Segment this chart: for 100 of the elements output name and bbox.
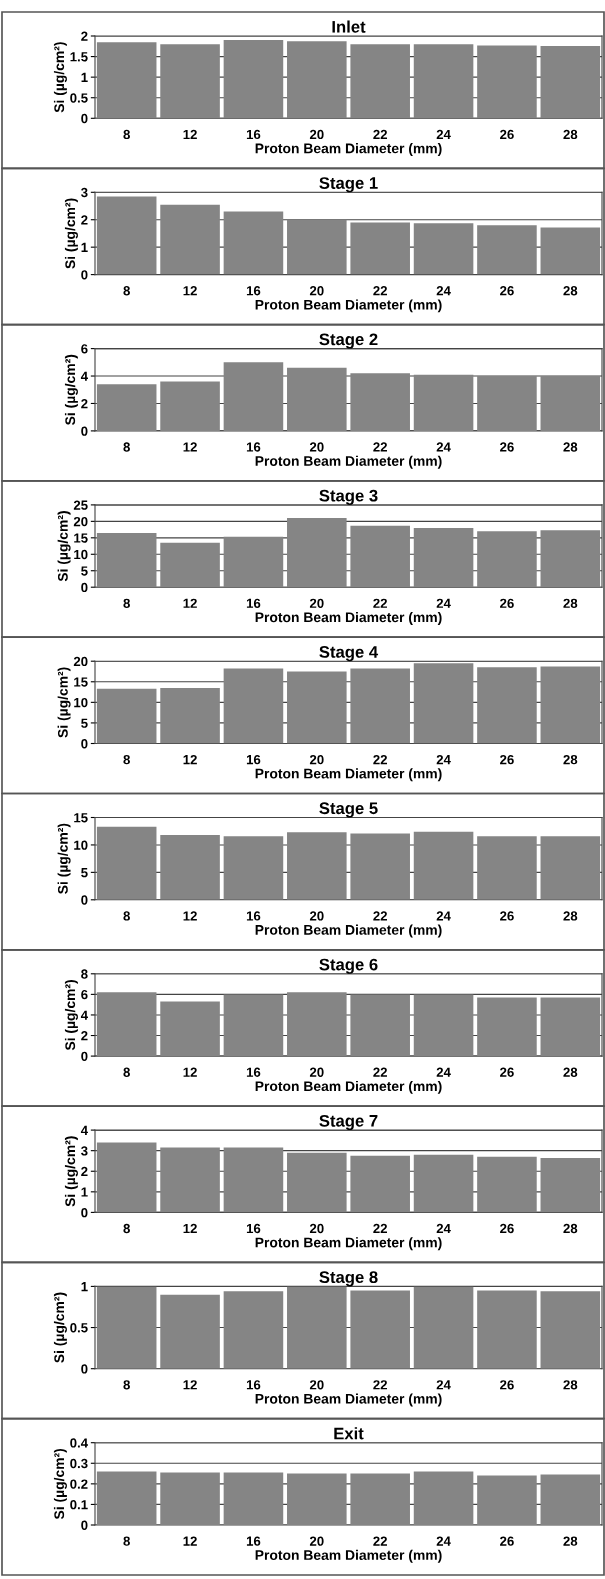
y-axis-title: Si (µg/cm²) bbox=[53, 1448, 67, 1520]
y-tick-label: 0.4 bbox=[70, 1438, 88, 1448]
bar bbox=[160, 687, 220, 744]
bar bbox=[160, 1001, 220, 1057]
bar bbox=[540, 376, 601, 431]
x-axis-title: Proton Beam Diameter (mm) bbox=[255, 1080, 442, 1094]
x-tick-label: 12 bbox=[183, 286, 197, 296]
x-tick-label: 22 bbox=[373, 1536, 387, 1546]
chart-title: Stage 1 bbox=[319, 177, 378, 193]
bar bbox=[96, 992, 157, 1057]
y-tick-label: 5 bbox=[81, 566, 88, 576]
x-tick-label: 12 bbox=[183, 1380, 197, 1390]
bar bbox=[160, 542, 220, 588]
bar bbox=[223, 668, 284, 744]
x-tick-label: 12 bbox=[183, 911, 197, 921]
x-tick-label: 26 bbox=[500, 1223, 514, 1234]
x-tick-label: 20 bbox=[309, 1380, 324, 1390]
bar bbox=[413, 374, 474, 431]
x-tick-label: 16 bbox=[246, 754, 261, 765]
x-tick-label: 20 bbox=[309, 598, 324, 608]
x-tick-label: 26 bbox=[500, 1067, 514, 1077]
bar bbox=[160, 1294, 220, 1369]
x-tick-label: 22 bbox=[373, 129, 387, 139]
x-tick-label: 20 bbox=[309, 754, 324, 765]
x-tick-label: 20 bbox=[309, 911, 324, 921]
bar bbox=[223, 536, 284, 588]
y-tick-label: 4 bbox=[80, 371, 88, 381]
bar bbox=[287, 518, 347, 588]
x-tick-label: 24 bbox=[436, 754, 451, 765]
y-tick-label: 5 bbox=[81, 868, 88, 878]
bar bbox=[96, 196, 157, 275]
y-tick-label: 1.5 bbox=[70, 52, 88, 62]
bar bbox=[160, 1147, 220, 1213]
y-tick-label: 3 bbox=[81, 1146, 88, 1156]
x-tick-label: 16 bbox=[246, 286, 261, 296]
bar bbox=[477, 1156, 537, 1213]
y-tick-label: 2 bbox=[81, 1166, 88, 1177]
x-tick-label: 28 bbox=[563, 129, 578, 140]
y-axis-title: Si (µg/cm²) bbox=[53, 42, 67, 113]
x-tick-label: 28 bbox=[563, 286, 578, 296]
x-tick-label: 24 bbox=[436, 598, 451, 608]
y-tick-label: 0 bbox=[81, 113, 88, 124]
bar bbox=[223, 362, 284, 431]
y-tick-label: 0 bbox=[81, 1207, 88, 1218]
x-tick-label: 22 bbox=[373, 442, 387, 452]
bar bbox=[223, 1291, 284, 1369]
chart-title: Exit bbox=[334, 1427, 364, 1440]
x-tick-label: 28 bbox=[563, 598, 578, 608]
y-tick-label: 0 bbox=[81, 270, 88, 280]
x-tick-label: 24 bbox=[436, 129, 451, 139]
bar bbox=[287, 219, 347, 275]
y-tick-label: 6 bbox=[81, 344, 88, 354]
y-tick-label: 0.2 bbox=[70, 1479, 88, 1489]
bar bbox=[350, 373, 410, 431]
x-tick-label: 26 bbox=[500, 911, 514, 921]
bar bbox=[477, 531, 537, 588]
x-tick-label: 26 bbox=[500, 442, 514, 452]
x-tick-label: 16 bbox=[246, 129, 261, 140]
x-tick-label: 28 bbox=[563, 442, 578, 452]
y-tick-label: 1 bbox=[81, 72, 88, 82]
x-tick-label: 22 bbox=[373, 1067, 387, 1077]
x-tick-label: 8 bbox=[123, 598, 130, 608]
y-tick-label: 0 bbox=[81, 582, 88, 593]
x-axis-title: Proton Beam Diameter (mm) bbox=[255, 924, 442, 938]
y-axis-title: Si (µg/cm²) bbox=[64, 354, 78, 425]
y-tick-label: 1 bbox=[81, 1187, 88, 1197]
bar bbox=[223, 994, 284, 1057]
x-tick-label: 12 bbox=[183, 598, 197, 608]
y-tick-label: 0.1 bbox=[70, 1499, 88, 1510]
x-axis-title: Proton Beam Diameter (mm) bbox=[255, 1549, 442, 1563]
x-tick-label: 20 bbox=[309, 442, 324, 452]
x-tick-label: 22 bbox=[373, 1380, 387, 1390]
y-axis-title: Si (µg/cm²) bbox=[64, 198, 78, 269]
chart-title: Stage 3 bbox=[319, 489, 378, 505]
x-tick-label: 24 bbox=[436, 1380, 451, 1390]
chart-title: Stage 8 bbox=[319, 1271, 378, 1287]
x-tick-label: 16 bbox=[246, 1380, 261, 1390]
bar bbox=[287, 1286, 347, 1369]
x-tick-label: 8 bbox=[123, 442, 130, 452]
y-tick-label: 6 bbox=[81, 989, 88, 1000]
x-tick-label: 12 bbox=[183, 1067, 197, 1077]
x-tick-label: 20 bbox=[309, 1536, 324, 1546]
bar bbox=[413, 994, 474, 1057]
x-tick-label: 22 bbox=[373, 286, 387, 296]
x-tick-label: 24 bbox=[436, 1536, 451, 1546]
x-tick-label: 26 bbox=[500, 754, 514, 765]
bar bbox=[540, 1157, 601, 1213]
x-tick-label: 24 bbox=[436, 442, 451, 452]
y-tick-label: 0 bbox=[81, 1520, 88, 1530]
y-tick-label: 10 bbox=[74, 840, 88, 850]
y-tick-label: 2 bbox=[81, 31, 88, 41]
x-tick-label: 24 bbox=[436, 286, 451, 296]
x-tick-label: 8 bbox=[123, 129, 130, 140]
bar bbox=[350, 525, 410, 588]
x-tick-label: 28 bbox=[563, 1067, 578, 1077]
bar bbox=[160, 204, 220, 275]
x-tick-label: 12 bbox=[183, 442, 197, 452]
x-tick-label: 28 bbox=[563, 1223, 578, 1234]
y-tick-label: 0 bbox=[81, 895, 88, 905]
x-axis-title: Proton Beam Diameter (mm) bbox=[255, 299, 442, 313]
